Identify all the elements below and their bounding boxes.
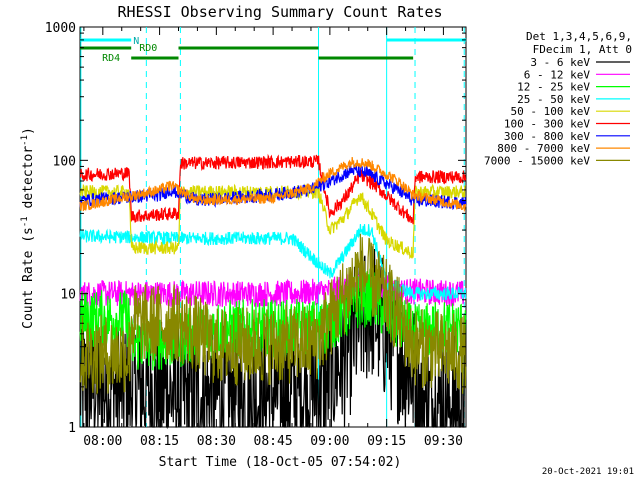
legend-label-3-6-kev: 3 - 6 keV — [530, 56, 590, 69]
footer-date: 20-Oct-2021 19:01 — [542, 467, 634, 477]
y-axis-label-part1: Count Rate (s — [21, 227, 36, 329]
x-tick-label: 08:00 — [83, 434, 122, 449]
x-tick-label: 09:00 — [310, 434, 349, 449]
y-tick-label: 10 — [60, 288, 76, 303]
legend-header-line1: Det 1,3,4,5,6,9, — [526, 30, 632, 43]
x-tick-label: 08:30 — [197, 434, 236, 449]
y-tick-label: 100 — [53, 154, 76, 169]
y-axis-label-part3: ) — [21, 127, 36, 135]
x-tick-label: 08:45 — [254, 434, 293, 449]
chart-title: RHESSI Observing Summary Count Rates — [117, 3, 442, 21]
legend-label-7000-15000-kev: 7000 - 15000 keV — [484, 154, 590, 167]
state-bar-label-rd4: RD4 — [102, 53, 120, 64]
legend-label-800-7000-kev: 800 - 7000 keV — [497, 142, 590, 155]
legend-label-6-12-kev: 6 - 12 keV — [524, 68, 591, 81]
series-line-100-300-kev — [80, 153, 467, 225]
x-tick-label: 08:15 — [140, 434, 179, 449]
y-axis-label-part2: detector — [21, 146, 36, 217]
y-tick-label: 1 — [68, 421, 76, 436]
y-axis-label-sup2: -1 — [20, 135, 30, 146]
legend-label-300-800-kev: 300 - 800 keV — [504, 130, 590, 143]
series-line-800-7000-kev — [79, 156, 467, 213]
x-tick-label: 09:30 — [424, 434, 463, 449]
legend-label-12-25-kev: 12 - 25 keV — [517, 81, 590, 94]
y-axis-label-sup1: -1 — [20, 216, 30, 227]
state-bar-label-rd0: RD0 — [139, 43, 157, 54]
series-line-3-6-kev — [79, 246, 467, 430]
legend-header-line2: FDecim 1, Att 0 — [533, 43, 632, 56]
y-axis-label: Count Rate (s-1 detector-1) — [20, 127, 36, 329]
state-bar-label-n: N — [133, 36, 139, 47]
x-tick-label: 09:15 — [367, 434, 406, 449]
series-line-7000-15000-kev — [79, 233, 467, 395]
legend-label-50-100-kev: 50 - 100 keV — [511, 105, 591, 118]
legend-label-25-50-kev: 25 - 50 keV — [517, 93, 590, 106]
legend-label-100-300-kev: 100 - 300 keV — [504, 118, 590, 131]
chart-axes: 1 10 100 1000 08:00 08:15 08:30 08:45 09:00 09:15… — [45, 21, 466, 449]
legend: Det 1,3,4,5,6,9, FDecim 1, Att 0 3 - 6 k… — [484, 30, 632, 167]
y-tick-label: 1000 — [45, 21, 76, 36]
x-axis-label: Start Time (18-Oct-05 07:54:02) — [159, 455, 402, 470]
